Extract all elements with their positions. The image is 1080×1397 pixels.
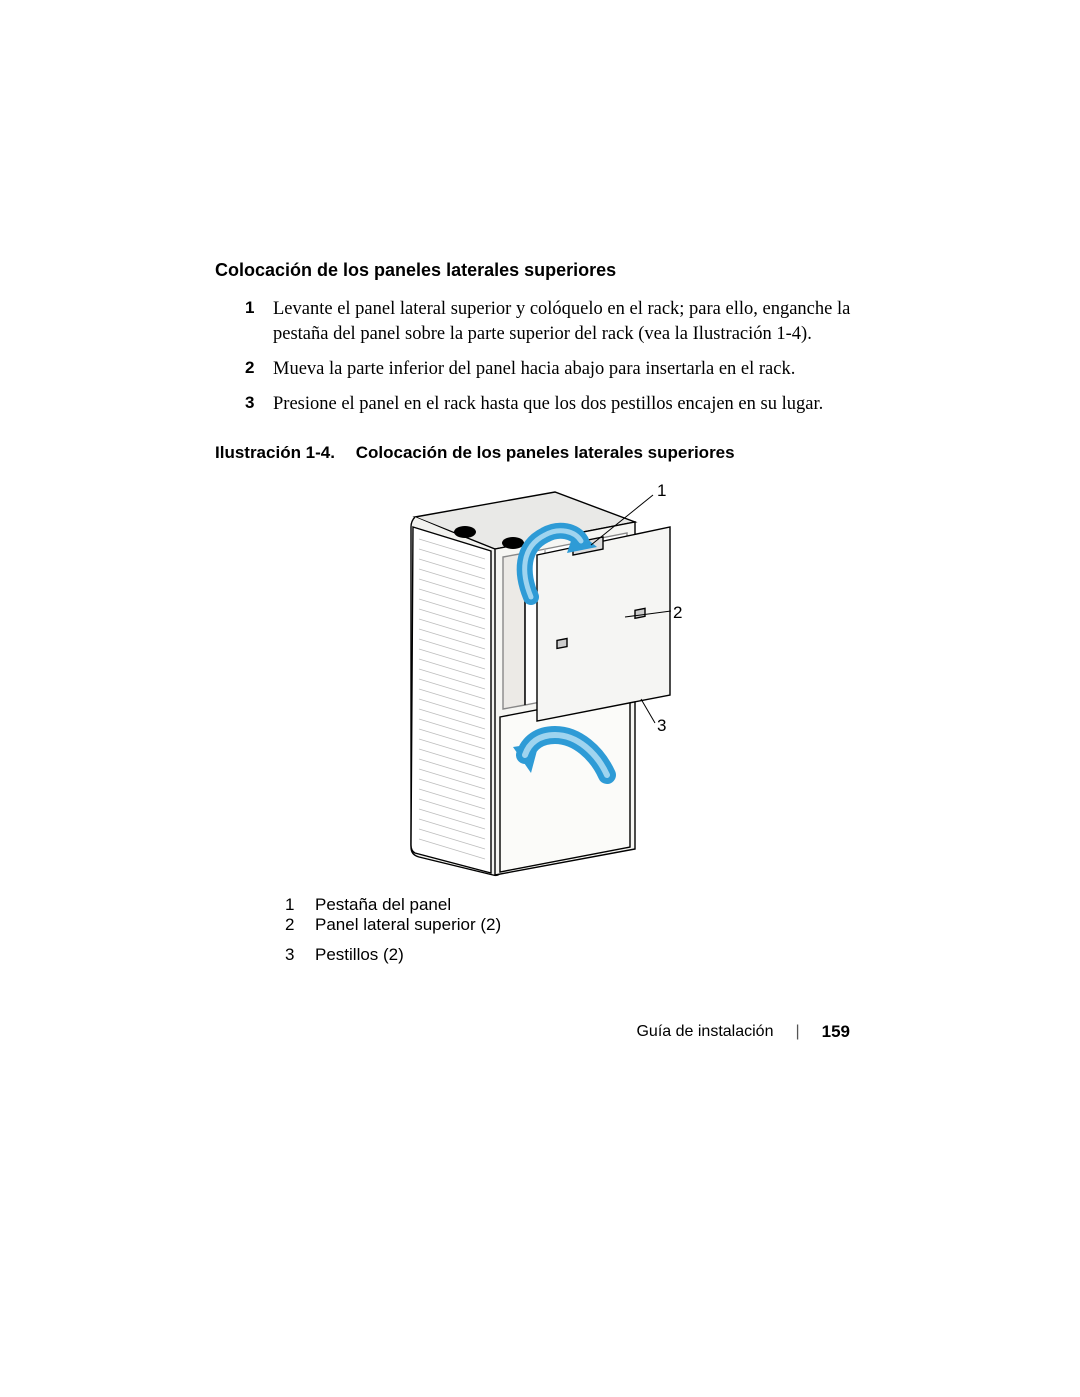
figure-illustration: 1 2 3 (225, 477, 845, 877)
footer-page-number: 159 (822, 1022, 850, 1042)
legend-text: Pestillos (2) (315, 945, 404, 965)
page-footer: Guía de instalación | 159 (636, 1022, 850, 1042)
step-text: Levante el panel lateral superior y coló… (273, 299, 850, 344)
footer-divider: | (795, 1023, 799, 1041)
footer-doc-title: Guía de instalación (636, 1023, 773, 1041)
step-item: 3 Presione el panel en el rack hasta que… (245, 392, 855, 417)
steps-list: 1 Levante el panel lateral superior y co… (215, 297, 855, 417)
rack-diagram-svg (225, 477, 845, 877)
step-text: Presione el panel en el rack hasta que l… (273, 394, 823, 414)
legend-number: 1 (285, 895, 315, 915)
figure-title: Colocación de los paneles laterales supe… (356, 443, 735, 462)
legend-text: Panel lateral superior (2) (315, 915, 501, 935)
legend-item: 2 Panel lateral superior (2) (285, 915, 575, 935)
callout-2: 2 (673, 603, 682, 623)
legend-item: 3 Pestillos (2) (285, 945, 575, 965)
legend-item: 1 Pestaña del panel (285, 895, 575, 915)
callout-3: 3 (657, 716, 666, 736)
step-text: Mueva la parte inferior del panel hacia … (273, 359, 795, 379)
step-item: 1 Levante el panel lateral superior y co… (245, 297, 855, 347)
figure-label: Ilustración 1-4. (215, 443, 335, 462)
step-number: 3 (245, 392, 254, 415)
callout-1: 1 (657, 481, 666, 501)
step-number: 1 (245, 297, 254, 320)
section-heading: Colocación de los paneles laterales supe… (215, 260, 855, 281)
figure-caption: Ilustración 1-4. Colocación de los panel… (215, 443, 855, 463)
figure-legend: 1 Pestaña del panel 2 Panel lateral supe… (285, 895, 855, 965)
legend-number: 3 (285, 945, 315, 965)
legend-text: Pestaña del panel (315, 895, 451, 915)
step-item: 2 Mueva la parte inferior del panel haci… (245, 357, 855, 382)
step-number: 2 (245, 357, 254, 380)
legend-number: 2 (285, 915, 315, 935)
document-page: Colocación de los paneles laterales supe… (0, 0, 1080, 1397)
side-panel (537, 527, 670, 721)
